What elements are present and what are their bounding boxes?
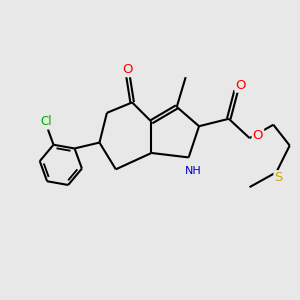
- Text: O: O: [253, 129, 263, 142]
- Text: S: S: [274, 171, 283, 184]
- Text: O: O: [122, 63, 133, 76]
- Text: Cl: Cl: [40, 116, 52, 128]
- Text: NH: NH: [185, 166, 202, 176]
- Text: O: O: [236, 79, 246, 92]
